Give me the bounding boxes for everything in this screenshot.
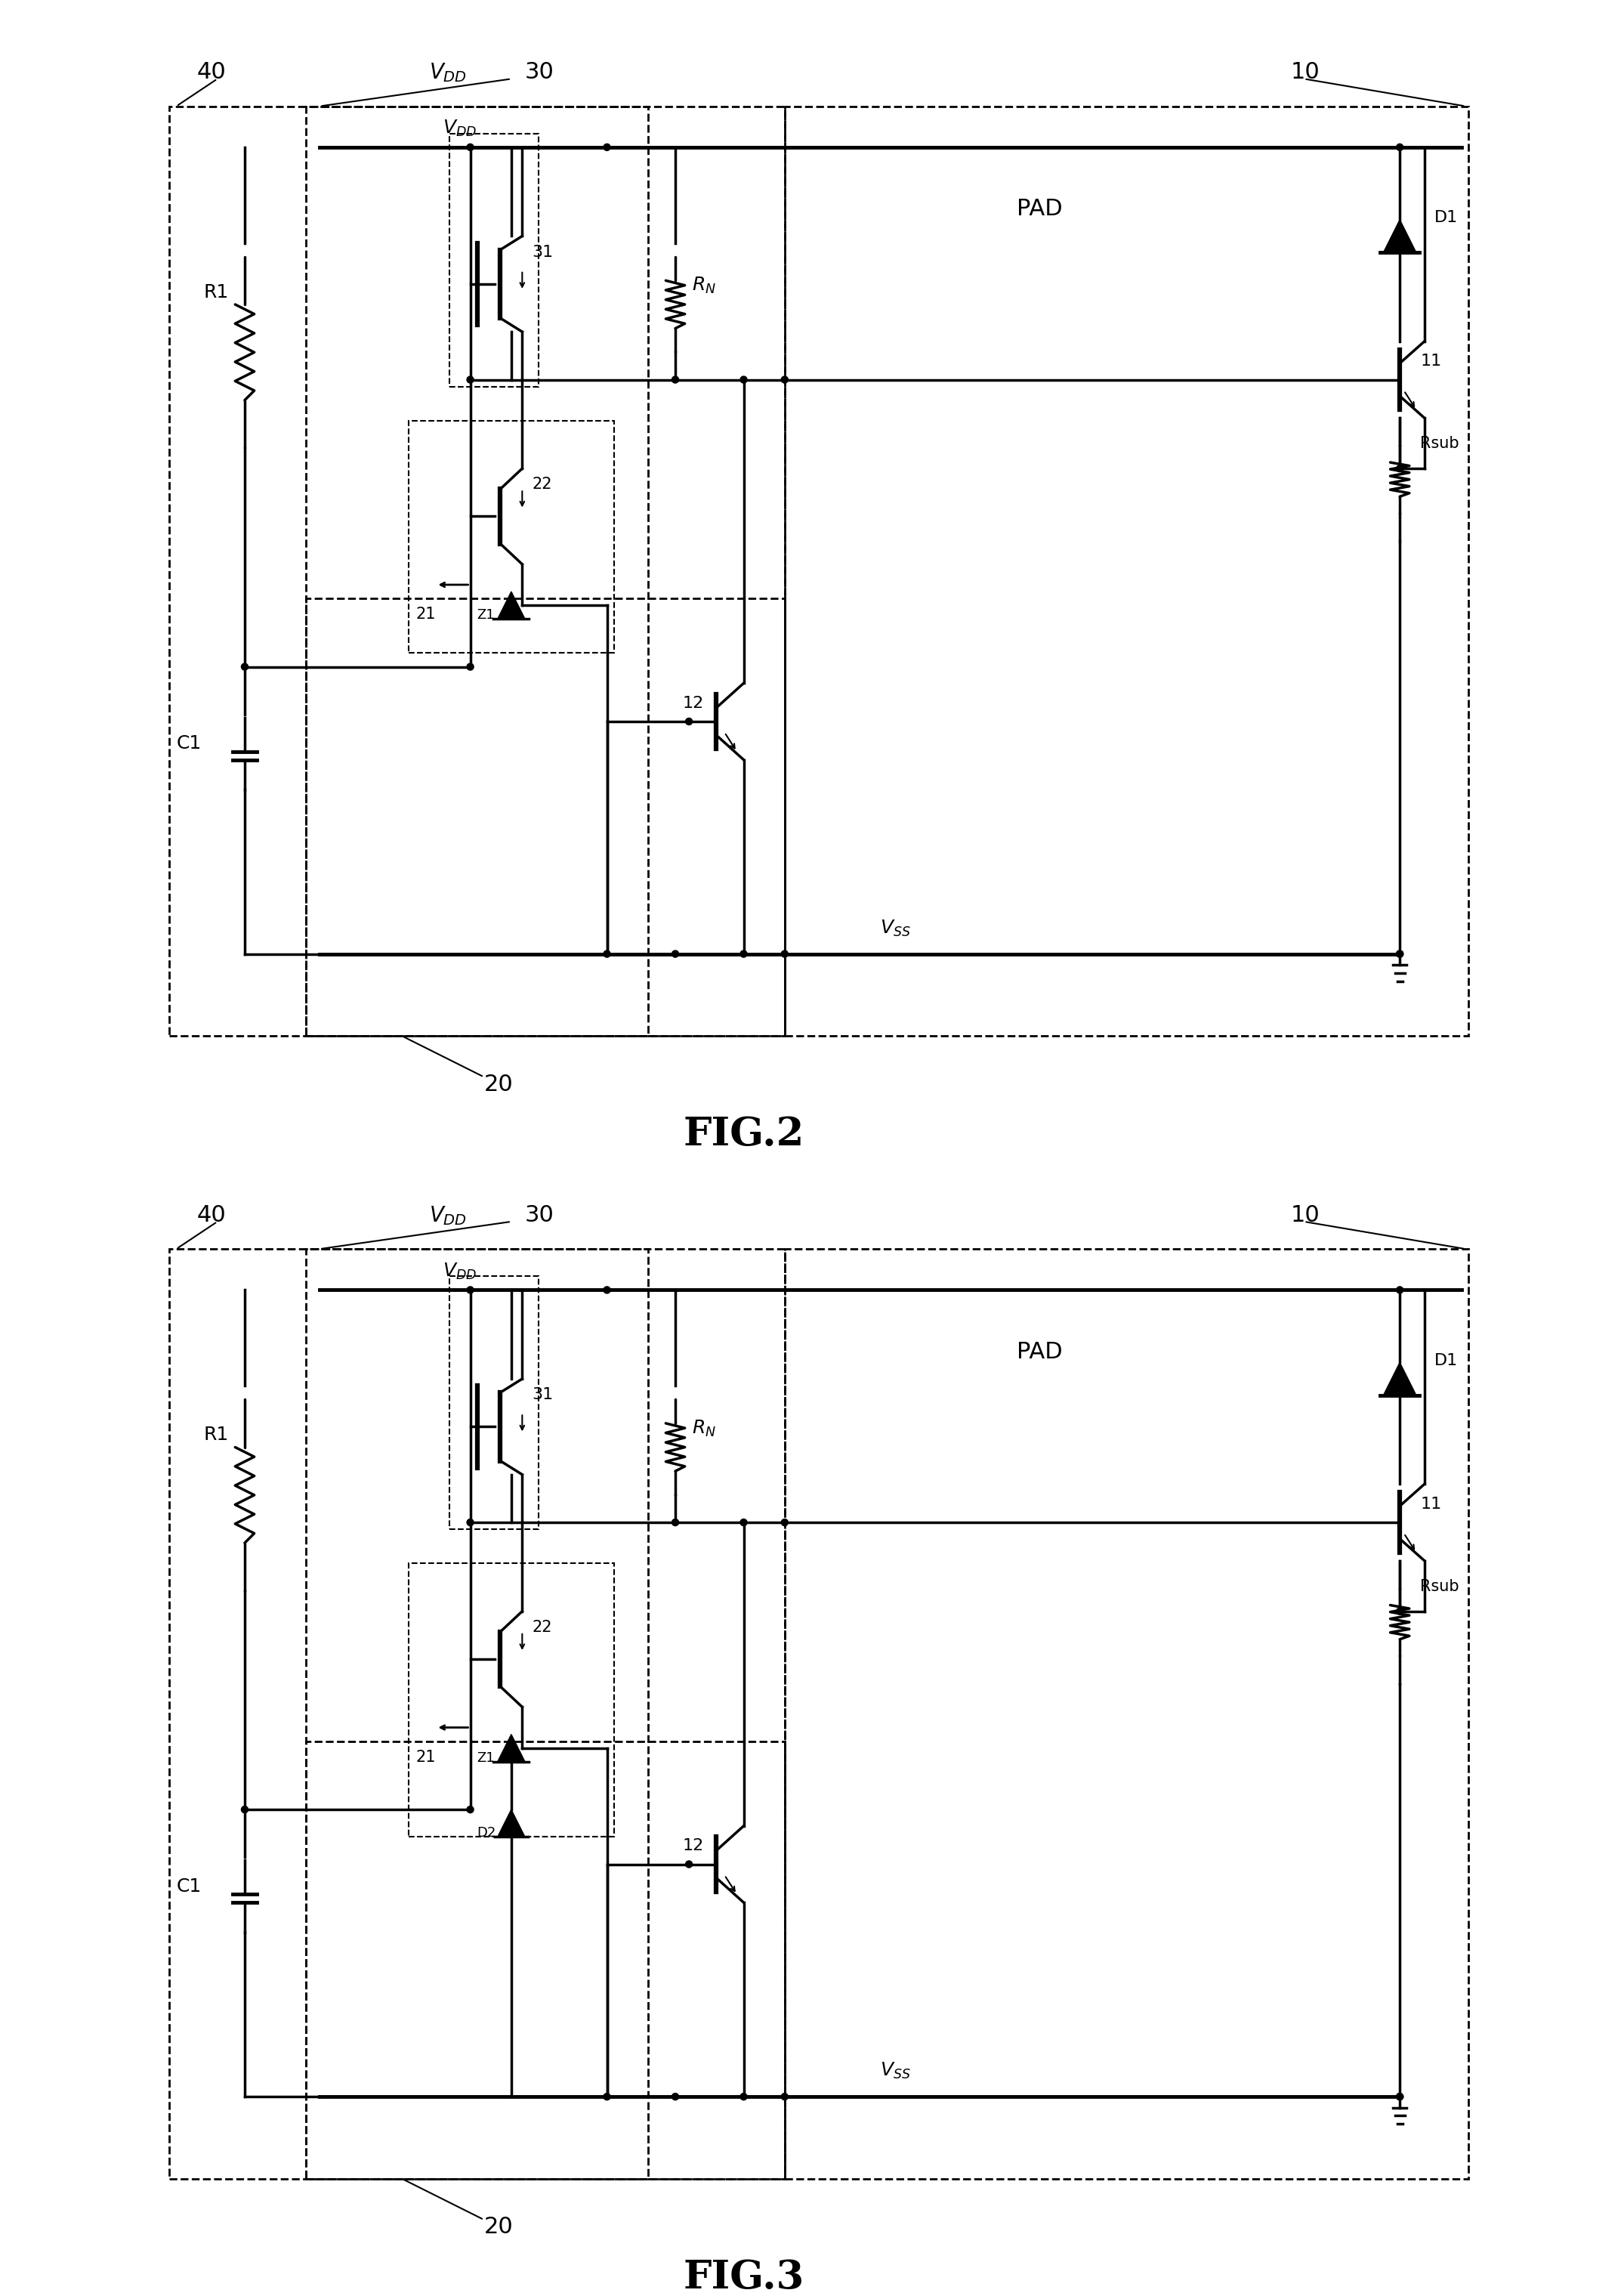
Circle shape: [741, 2094, 747, 2101]
Text: 11: 11: [1421, 354, 1442, 370]
Text: $R_N$: $R_N$: [692, 1419, 716, 1437]
Circle shape: [781, 377, 788, 383]
Text: 30: 30: [525, 1203, 554, 1226]
Text: FIG.2: FIG.2: [684, 1116, 804, 1153]
Text: 10: 10: [1291, 62, 1320, 83]
Text: $V_{DD}$: $V_{DD}$: [429, 62, 468, 85]
Text: $V_{SS}$: $V_{SS}$: [880, 918, 911, 939]
Text: Rsub: Rsub: [1421, 436, 1460, 450]
Text: 20: 20: [484, 1072, 513, 1095]
Circle shape: [466, 145, 474, 152]
Text: PAD: PAD: [1017, 1341, 1062, 1364]
Polygon shape: [1384, 1362, 1416, 1396]
Polygon shape: [497, 592, 525, 620]
Circle shape: [1397, 466, 1403, 473]
Text: 21: 21: [416, 606, 435, 622]
Circle shape: [685, 719, 692, 726]
Circle shape: [781, 951, 788, 957]
Circle shape: [466, 1807, 474, 1814]
Polygon shape: [497, 1733, 525, 1761]
Text: 20: 20: [484, 2216, 513, 2239]
Text: 11: 11: [1421, 1497, 1442, 1511]
Circle shape: [741, 951, 747, 957]
Circle shape: [242, 664, 248, 670]
Text: D1: D1: [1434, 1352, 1458, 1368]
Text: 31: 31: [531, 1387, 554, 1403]
Circle shape: [1397, 1607, 1403, 1614]
Circle shape: [672, 1520, 679, 1527]
Circle shape: [604, 2094, 611, 2101]
Text: $V_{DD}$: $V_{DD}$: [429, 1203, 468, 1226]
Polygon shape: [1384, 220, 1416, 253]
Text: 12: 12: [682, 1839, 703, 1853]
Text: 30: 30: [525, 62, 554, 83]
Circle shape: [672, 2094, 679, 2101]
Circle shape: [466, 1520, 474, 1527]
Text: Rsub: Rsub: [1421, 1580, 1460, 1593]
Circle shape: [685, 1860, 692, 1867]
Circle shape: [604, 145, 611, 152]
Circle shape: [672, 951, 679, 957]
Text: FIG.3: FIG.3: [684, 2257, 804, 2296]
Circle shape: [672, 377, 679, 383]
Polygon shape: [497, 1809, 525, 1837]
Text: 31: 31: [531, 243, 554, 259]
Text: D1: D1: [1434, 211, 1458, 225]
Text: $V_{DD}$: $V_{DD}$: [443, 1261, 477, 1281]
Circle shape: [1397, 2094, 1403, 2101]
Circle shape: [781, 1520, 788, 1527]
Text: D2: D2: [477, 1825, 497, 1839]
Text: 10: 10: [1291, 1203, 1320, 1226]
Circle shape: [1397, 951, 1403, 957]
Text: Z1: Z1: [477, 1752, 495, 1766]
Circle shape: [242, 1807, 248, 1814]
Circle shape: [466, 1286, 474, 1293]
Text: $V_{SS}$: $V_{SS}$: [880, 2062, 911, 2080]
Circle shape: [1397, 145, 1403, 152]
Text: R1: R1: [203, 1426, 229, 1444]
Circle shape: [741, 377, 747, 383]
Text: 40: 40: [197, 62, 226, 83]
Circle shape: [1397, 1286, 1403, 1293]
Text: $V_{DD}$: $V_{DD}$: [443, 119, 477, 138]
Text: 22: 22: [531, 1619, 552, 1635]
Circle shape: [466, 664, 474, 670]
Text: $R_N$: $R_N$: [692, 276, 716, 296]
Text: C1: C1: [177, 735, 201, 753]
Circle shape: [1397, 2094, 1403, 2101]
Circle shape: [741, 1520, 747, 1527]
Text: Z1: Z1: [477, 608, 495, 622]
Circle shape: [604, 1286, 611, 1293]
Circle shape: [1397, 951, 1403, 957]
Text: 40: 40: [197, 1203, 226, 1226]
Text: R1: R1: [203, 282, 229, 301]
Text: 12: 12: [682, 696, 703, 712]
Text: PAD: PAD: [1017, 197, 1062, 220]
Circle shape: [781, 2094, 788, 2101]
Text: 21: 21: [416, 1750, 435, 1766]
Text: C1: C1: [177, 1878, 201, 1896]
Text: 22: 22: [531, 478, 552, 491]
Circle shape: [466, 377, 474, 383]
Circle shape: [604, 951, 611, 957]
